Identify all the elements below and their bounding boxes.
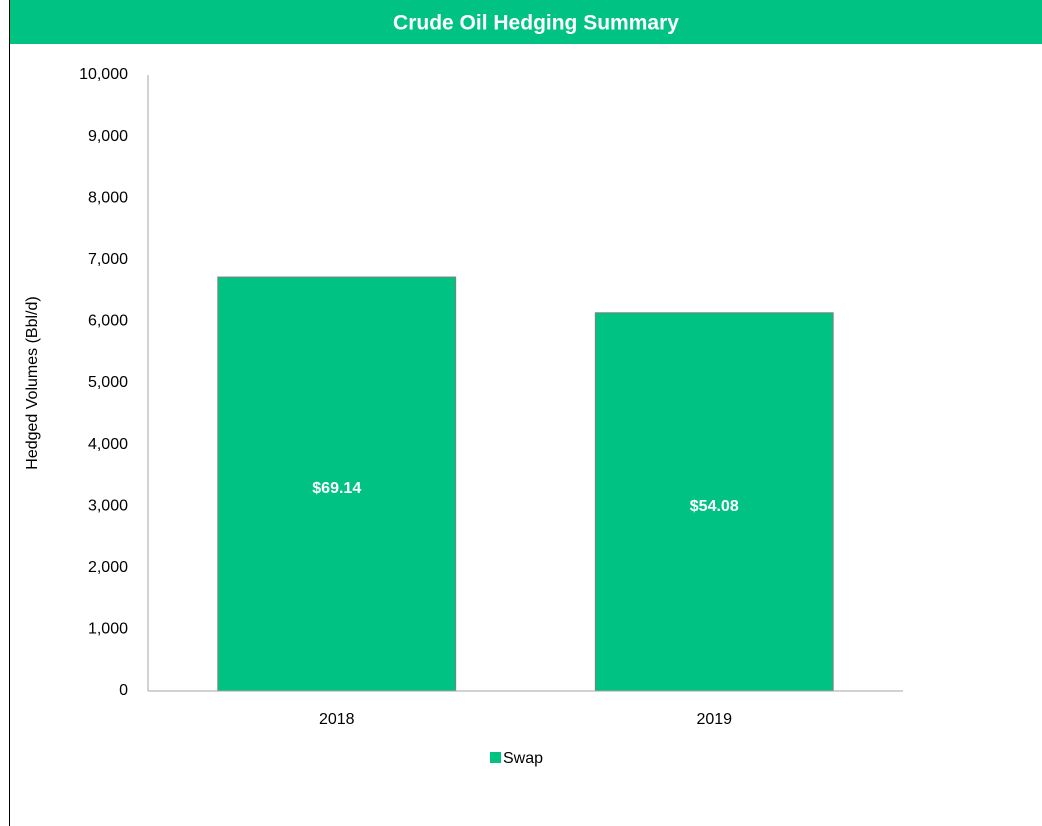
y-tick-label: 1,000	[88, 621, 128, 638]
y-tick-label: 7,000	[88, 251, 128, 268]
y-tick-label: 10,000	[79, 66, 128, 83]
y-tick-label: 6,000	[88, 313, 128, 330]
legend-swatch	[490, 752, 501, 763]
x-tick-label: 2018	[319, 711, 355, 728]
bar	[217, 276, 457, 692]
bar-label: $69.14	[312, 480, 361, 497]
y-tick-label: 0	[119, 682, 128, 699]
bar-label: $54.08	[690, 498, 739, 515]
y-tick-label: 8,000	[88, 189, 128, 206]
y-tick-label: 4,000	[88, 436, 128, 453]
y-axis-label: Hedged Volumes (Bbl/d)	[24, 296, 41, 469]
title-bar	[10, 0, 1042, 44]
y-tick-label: 3,000	[88, 497, 128, 514]
y-tick-label: 9,000	[88, 128, 128, 145]
legend-label: Swap	[503, 750, 543, 767]
x-tick-label: 2019	[696, 711, 732, 728]
chart-title: Crude Oil Hedging Summary	[393, 12, 679, 35]
frame	[9, 0, 1042, 826]
y-tick-label: 5,000	[88, 374, 128, 391]
y-tick-label: 2,000	[88, 559, 128, 576]
